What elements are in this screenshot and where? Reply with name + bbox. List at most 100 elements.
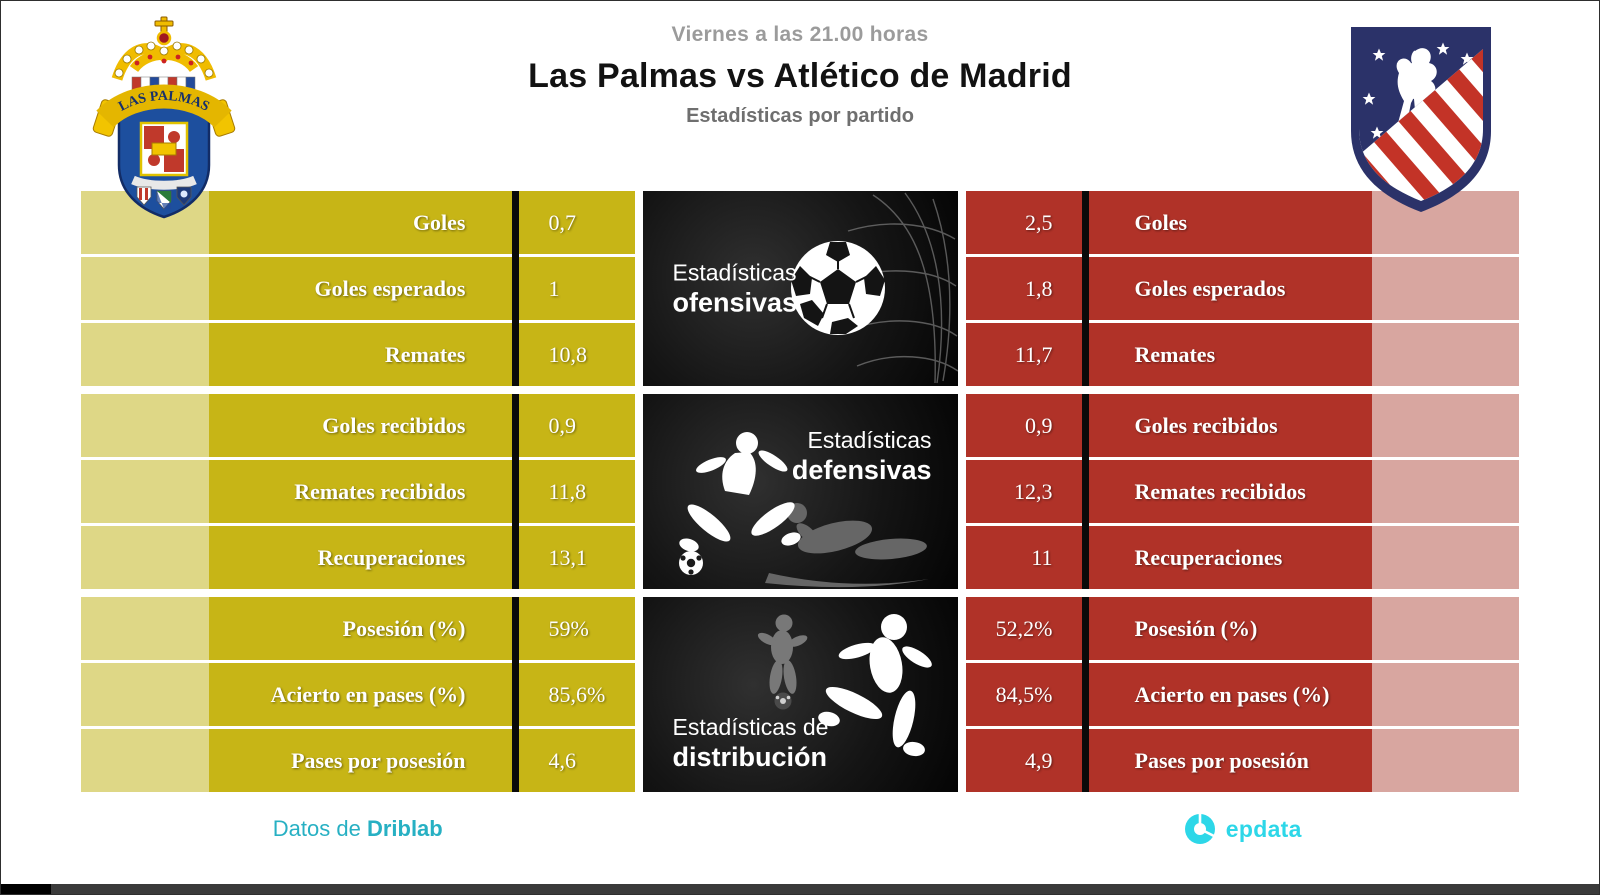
panel-defensive-title: Estadísticas defensivas (791, 427, 932, 486)
stat-label: Posesión (%) (1088, 597, 1372, 660)
stat-label: Remates recibidos (1088, 460, 1372, 523)
stat-label: Acierto en pases (%) (1088, 663, 1372, 726)
away-color-strip (1372, 394, 1519, 457)
home-color-strip (81, 597, 209, 660)
table-row: 0,9 Goles recibidos (965, 394, 1519, 457)
home-color-strip (81, 394, 209, 457)
stat-label: Acierto en pases (%) (209, 663, 512, 726)
crown-cross-icon (154, 16, 174, 33)
stat-label: Recuperaciones (209, 526, 512, 589)
table-row: Remates 10,8 (81, 323, 635, 386)
stat-label: Remates (1088, 323, 1372, 386)
away-stats-distribution: 52,2% Posesión (%) 84,5% Acierto en pase… (965, 597, 1519, 792)
home-stats-distribution: Posesión (%) 59% Acierto en pases (%) 85… (81, 597, 635, 792)
away-color-strip (1372, 460, 1519, 523)
stat-label: Remates recibidos (209, 460, 512, 523)
bottom-bar (1, 884, 1599, 894)
panel-distribution: Estadísticas de distribución (642, 597, 958, 792)
stat-label: Pases por posesión (209, 729, 512, 792)
away-stat-value: 0,9 (965, 394, 1089, 457)
source-name: Driblab (366, 816, 443, 841)
table-row: 2,5 Goles (965, 191, 1519, 254)
away-stats-offensive: 2,5 Goles 1,8 Goles esperados 11,7 Remat… (965, 191, 1519, 386)
passing-players-icon (757, 614, 932, 757)
home-color-strip (81, 663, 209, 726)
crest-inner-arms (139, 121, 189, 177)
panel-distribution-title: Estadísticas de distribución (672, 714, 829, 773)
away-color-strip (1372, 191, 1519, 254)
away-stat-value: 4,9 (965, 729, 1089, 792)
home-stat-value: 1 (511, 257, 635, 320)
table-row: 4,9 Pases por posesión (965, 729, 1519, 792)
table-row: Remates recibidos 11,8 (81, 460, 635, 523)
away-color-strip (1372, 526, 1519, 589)
home-color-strip (81, 729, 209, 792)
home-color-strip (81, 526, 209, 589)
home-stats-defensive: Goles recibidos 0,9 Remates recibidos 11… (81, 394, 635, 589)
away-stat-value: 11 (965, 526, 1089, 589)
home-stat-value: 10,8 (511, 323, 635, 386)
table-row: Goles esperados 1 (81, 257, 635, 320)
stat-label: Remates (209, 323, 512, 386)
page-title: Las Palmas vs Atlético de Madrid (528, 57, 1072, 95)
home-stat-value: 85,6% (511, 663, 635, 726)
home-color-strip (81, 257, 209, 320)
stat-label: Goles esperados (209, 257, 512, 320)
group-distribution: Posesión (%) 59% Acierto en pases (%) 85… (81, 597, 1519, 792)
table-row: 12,3 Remates recibidos (965, 460, 1519, 523)
away-stat-value: 11,7 (965, 323, 1089, 386)
tackle-players-icon (678, 432, 929, 588)
away-color-strip (1372, 663, 1519, 726)
home-stat-value: 11,8 (511, 460, 635, 523)
group-defensive: Goles recibidos 0,9 Remates recibidos 11… (81, 394, 1519, 589)
away-color-strip (1372, 257, 1519, 320)
panel-offensive: Estadísticas ofensivas (642, 191, 958, 386)
away-color-strip (1372, 597, 1519, 660)
source-prefix: Datos de (272, 816, 367, 841)
brand-label: epdata (1225, 815, 1302, 842)
bear-and-tree-icon (1396, 48, 1437, 123)
table-row: 1,8 Goles esperados (965, 257, 1519, 320)
epdata-logo-icon (1184, 813, 1215, 844)
stat-label: Posesión (%) (209, 597, 512, 660)
footer: Datos de Driblab epdata (81, 805, 1519, 853)
home-stat-value: 0,7 (511, 191, 635, 254)
stat-label: Goles (209, 191, 512, 254)
away-color-strip (1372, 323, 1519, 386)
brand-block: epdata (966, 805, 1520, 853)
shield-field (1359, 35, 1483, 201)
panel-offensive-title: Estadísticas ofensivas (672, 259, 798, 318)
home-stat-value: 4,6 (511, 729, 635, 792)
las-palmas-crest: LAS PALMAS (89, 15, 239, 227)
crown-orb-icon (156, 30, 172, 46)
away-stat-value: 12,3 (965, 460, 1089, 523)
away-stat-value: 2,5 (965, 191, 1089, 254)
table-row: 84,5% Acierto en pases (%) (965, 663, 1519, 726)
stat-label: Goles recibidos (209, 394, 512, 457)
ball-in-net-icon (790, 192, 958, 384)
home-stats-offensive: Goles 0,7 Goles esperados 1 Remates 10,8 (81, 191, 635, 386)
header: Viernes a las 21.00 horas Las Palmas vs … (1, 23, 1599, 128)
stat-label: Pases por posesión (1088, 729, 1372, 792)
table-row: Pases por posesión 4,6 (81, 729, 635, 792)
match-schedule: Viernes a las 21.00 horas (671, 23, 929, 46)
table-row: Goles recibidos 0,9 (81, 394, 635, 457)
home-stat-value: 13,1 (511, 526, 635, 589)
table-row: 11,7 Remates (965, 323, 1519, 386)
away-stat-value: 84,5% (965, 663, 1089, 726)
stat-label: Goles esperados (1088, 257, 1372, 320)
away-stat-value: 1,8 (965, 257, 1089, 320)
away-stats-defensive: 0,9 Goles recibidos 12,3 Remates recibid… (965, 394, 1519, 589)
away-color-strip (1372, 729, 1519, 792)
table-row: Acierto en pases (%) 85,6% (81, 663, 635, 726)
crown-icon (111, 41, 217, 91)
crest-lower-shields (131, 175, 197, 210)
table-row: Goles 0,7 (81, 191, 635, 254)
atletico-crest (1341, 19, 1501, 231)
stat-label: Recuperaciones (1088, 526, 1372, 589)
stat-label: Goles (1088, 191, 1372, 254)
data-source: Datos de Driblab (81, 805, 635, 853)
home-color-strip (81, 460, 209, 523)
away-stat-value: 52,2% (965, 597, 1089, 660)
